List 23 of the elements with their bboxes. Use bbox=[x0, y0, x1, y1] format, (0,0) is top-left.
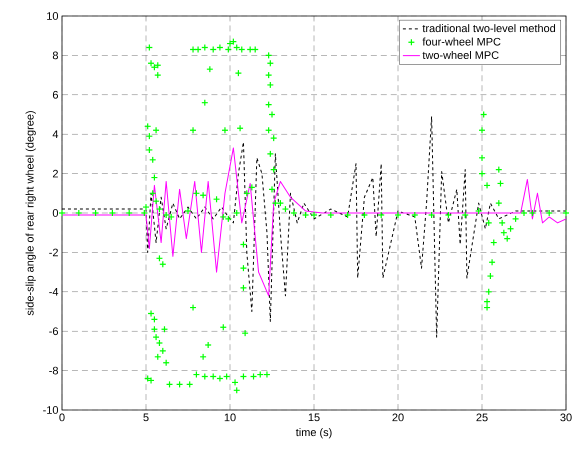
x-tick-label: 20 bbox=[392, 414, 404, 422]
x-tick-label: 15 bbox=[308, 414, 320, 422]
y-axis-title: side-slip angle of rear right wheel (degree) bbox=[26, 111, 36, 316]
y-tick-label: 6 bbox=[52, 90, 58, 99]
y-tick-label: -6 bbox=[49, 327, 58, 336]
x-tick-label: 0 bbox=[59, 414, 65, 422]
x-tick-label: 5 bbox=[143, 414, 149, 422]
y-tick-label: 2 bbox=[52, 170, 58, 178]
legend-label: four-wheel MPC bbox=[422, 38, 501, 46]
legend-label: traditional two-level method bbox=[422, 24, 556, 32]
x-tick-label: 10 bbox=[224, 414, 236, 422]
y-tick-label: -4 bbox=[49, 288, 58, 296]
y-tick-label: -10 bbox=[43, 406, 58, 414]
legend-label: two-wheel MPC bbox=[422, 50, 499, 60]
y-tick-label: -2 bbox=[49, 248, 58, 256]
y-tick-label: 10 bbox=[47, 12, 58, 20]
y-tick-label: 0 bbox=[52, 209, 58, 217]
y-tick-label: 8 bbox=[52, 52, 58, 60]
x-tick-label: 25 bbox=[476, 414, 488, 422]
x-axis-title: time (s) bbox=[296, 428, 332, 438]
y-tick-label: 4 bbox=[52, 130, 58, 138]
y-tick-label: -8 bbox=[49, 366, 58, 374]
x-tick-label: 30 bbox=[560, 414, 572, 422]
